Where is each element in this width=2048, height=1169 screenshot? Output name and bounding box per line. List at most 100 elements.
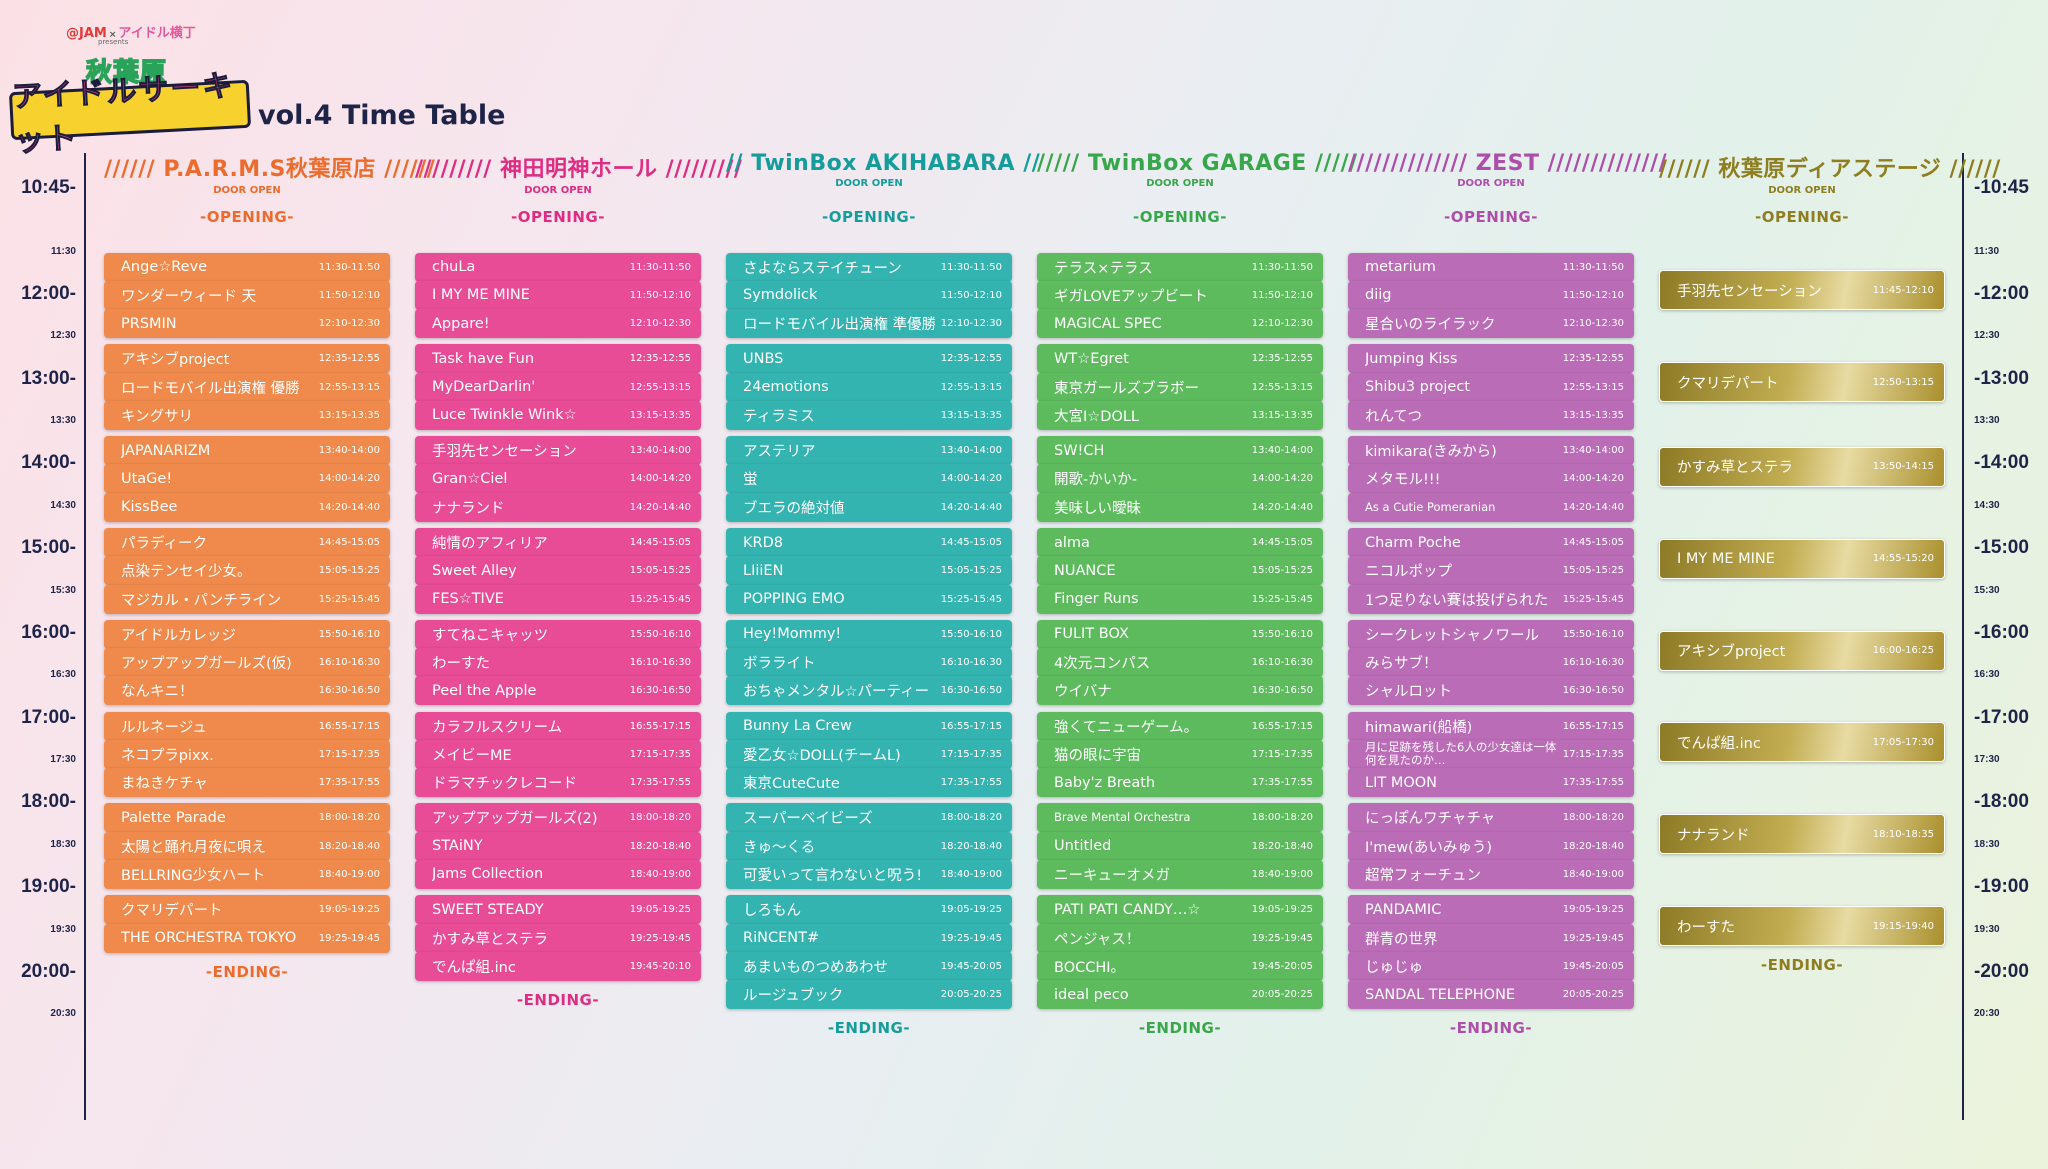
- act-time: 19:25-19:45: [629, 932, 691, 944]
- act-name: BOCCHI。: [1054, 959, 1126, 976]
- act-name: 4次元コンパス: [1054, 656, 1151, 673]
- act-name: アイドルカレッジ: [121, 627, 236, 644]
- act-slot: しろもん 19:05-19:25: [726, 895, 1012, 925]
- act-time: 13:15-13:35: [940, 409, 1002, 421]
- act-name: JAPANARIZM: [121, 442, 211, 459]
- act-slot: 東京CuteCute 17:35-17:55: [726, 768, 1012, 798]
- act-slot: アキシブproject 16:00-16:25: [1659, 630, 1945, 671]
- opening-label: -OPENING-: [1133, 208, 1227, 226]
- stage-column-zest: ////////////// ZEST ////////////// DOOR …: [1348, 151, 1668, 1037]
- time-label: 19:30: [50, 923, 76, 935]
- act-name: Ange☆Reve: [121, 259, 208, 276]
- act-name: 美味しい曖昧: [1054, 500, 1141, 517]
- act-name: Gran☆Ciel: [432, 470, 508, 487]
- act-time: 18:00-18:20: [629, 812, 691, 824]
- logo-idol-circuit: アイドルサーキット: [8, 68, 252, 160]
- act-slot: SW!CH 13:40-14:00: [1037, 436, 1323, 466]
- act-slot: アイドルカレッジ 15:50-16:10: [104, 619, 390, 649]
- act-time: 18:20-18:40: [1562, 840, 1624, 852]
- act-time: 17:35-17:55: [318, 777, 380, 789]
- act-name: KissBee: [121, 499, 178, 516]
- act-name: アキシブproject: [1677, 644, 1786, 661]
- act-time: 14:45-15:05: [318, 537, 380, 548]
- act-slot: テラス×テラス 11:30-11:50: [1037, 252, 1323, 282]
- act-slot: Untitled 18:20-18:40: [1037, 831, 1323, 861]
- act-name: Baby'z Breath: [1054, 774, 1156, 791]
- logo-sponsors: @JAM × アイドル横丁: [66, 22, 196, 41]
- act-slot: キングサリ 13:15-13:35: [104, 400, 390, 430]
- act-time: 18:00-18:20: [1251, 812, 1313, 824]
- act-time: 13:15-13:35: [1251, 409, 1313, 421]
- act-name: Symdolick: [743, 287, 818, 304]
- act-time: 15:50-16:10: [940, 628, 1002, 640]
- act-time: 15:25-15:45: [629, 593, 691, 605]
- act-time: 17:15-17:35: [1562, 748, 1624, 760]
- act-slot: BOCCHI。 19:45-20:05: [1037, 951, 1323, 981]
- act-time: 11:50-12:10: [1562, 289, 1624, 301]
- act-time: 12:10-12:30: [1562, 318, 1624, 330]
- act-name: ナナランド: [432, 500, 505, 517]
- act-slot: 純情のアフィリア 14:45-15:05: [415, 528, 701, 557]
- act-name: RiNCENT#: [743, 930, 820, 946]
- act-slot: Brave Mental Orchestra 18:00-18:20: [1037, 803, 1323, 833]
- act-time: 19:45-20:05: [940, 960, 1002, 972]
- act-time: 19:25-19:45: [1562, 932, 1624, 944]
- act-time: 15:05-15:25: [940, 565, 1002, 577]
- act-time: 17:15-17:35: [1251, 748, 1313, 760]
- act-slot: 可愛いって言わないと呪う! 18:40-19:00: [726, 859, 1012, 889]
- act-name: ロードモバイル出演権 優勝: [121, 380, 300, 397]
- act-slot: クマリデパート 19:05-19:25: [104, 895, 390, 925]
- act-name: Jams Collection: [432, 866, 544, 883]
- act-name: FES☆TIVE: [432, 591, 504, 607]
- act-name: あまいものつめあわせ: [743, 959, 888, 976]
- act-time: 14:55-15:20: [1872, 553, 1934, 565]
- act-name: PATI PATI CANDY…☆: [1054, 901, 1201, 918]
- act-time: 19:25-19:45: [318, 932, 380, 944]
- act-name: きゅ～くる: [743, 839, 816, 856]
- act-time: 12:35-12:55: [1562, 353, 1624, 365]
- act-slot: アップアップガールズ(2) 18:00-18:20: [415, 803, 701, 833]
- act-name: KRD8: [743, 534, 783, 551]
- act-name: ブエラの絶対値: [743, 500, 845, 517]
- act-slot: Shibu3 project 12:55-13:15: [1348, 372, 1634, 402]
- act-time: 19:25-19:45: [1251, 932, 1313, 944]
- act-time: 13:40-14:00: [1562, 445, 1624, 457]
- act-slot: WT☆Egret 12:35-12:55: [1037, 344, 1323, 374]
- idol-yokocho-logo-text: アイドル横丁: [118, 26, 196, 41]
- act-slot: にっぽんワチャチャ 18:00-18:20: [1348, 803, 1634, 833]
- event-logo: @JAM × アイドル横丁 presents 秋葉原 アイドルサーキット: [8, 20, 254, 160]
- act-time: 15:50-16:10: [1251, 628, 1313, 640]
- door-open-label: DOOR OPEN: [1768, 185, 1836, 196]
- stage-column-kanda: ///////// 神田明神ホール ///////// DOOR OPEN -O…: [415, 151, 742, 1009]
- act-slot: Jumping Kiss 12:35-12:55: [1348, 344, 1634, 374]
- time-label: 15:00-: [21, 537, 76, 559]
- time-label: 17:30: [50, 754, 76, 766]
- act-slot: Peel the Apple 16:30-16:50: [415, 676, 701, 706]
- act-name: 強くてニューゲーム。: [1054, 719, 1199, 736]
- time-label: 12:00-: [21, 282, 76, 304]
- act-slot: RiNCENT# 19:25-19:45: [726, 923, 1012, 953]
- act-name: ロードモバイル出演権 準優勝: [743, 317, 935, 334]
- ending-label: -ENDING-: [516, 990, 600, 1009]
- act-slot: 24emotions 12:55-13:15: [726, 372, 1012, 402]
- act-time: 19:05-19:25: [940, 904, 1002, 916]
- act-time: 12:35-12:55: [318, 353, 380, 365]
- act-slot: PANDAMIC 19:05-19:25: [1348, 895, 1634, 925]
- act-name: 太陽と踊れ月夜に唄え: [121, 839, 266, 856]
- logo-presents: presents: [98, 38, 129, 46]
- act-slot: Symdolick 11:50-12:10: [726, 280, 1012, 310]
- act-name: POPPING EMO: [743, 591, 845, 607]
- act-slot: ルージュブック 20:05-20:25: [726, 980, 1012, 1009]
- act-slot: ルルネージュ 16:55-17:15: [104, 711, 390, 741]
- act-name: キングサリ: [121, 408, 194, 425]
- act-name: Appare!: [432, 315, 490, 332]
- ending-label: -ENDING-: [1760, 956, 1844, 975]
- act-name: chuLa: [432, 259, 476, 276]
- stage-header-parms: ////// P.A.R.M.S秋葉原店 //////: [104, 157, 436, 182]
- opening-label: -OPENING-: [200, 208, 294, 226]
- act-name: SANDAL TELEPHONE: [1365, 986, 1516, 1003]
- time-label: -10:45: [1974, 177, 2029, 198]
- act-time: 13:50-14:15: [1872, 461, 1934, 473]
- stage-header-zest: ////////////// ZEST //////////////: [1348, 151, 1668, 176]
- act-time: 17:35-17:55: [629, 777, 691, 789]
